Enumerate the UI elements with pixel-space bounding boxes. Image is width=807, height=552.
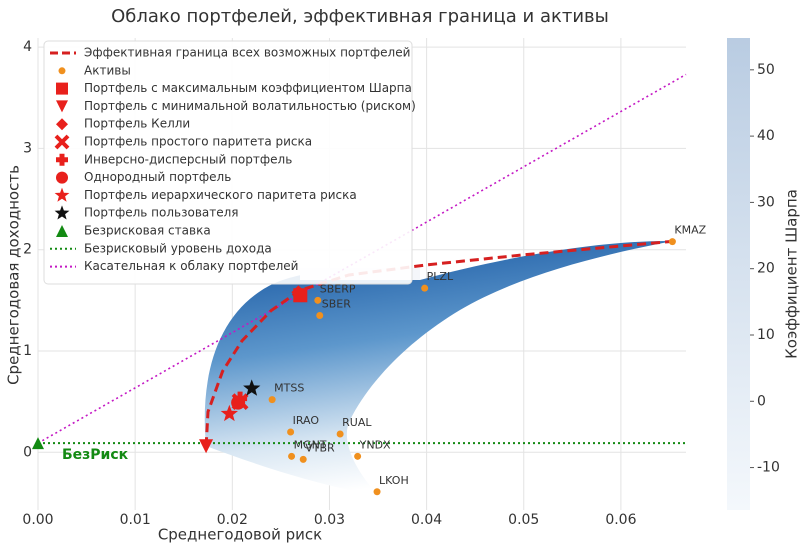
- marker-x: [54, 134, 70, 150]
- y-tick-label: 2: [23, 242, 32, 258]
- asset-point: [288, 452, 296, 460]
- asset-label: KMAZ: [674, 224, 706, 237]
- chart-title: Облако портфелей, эффективная граница и …: [111, 6, 609, 27]
- asset-point: [354, 452, 362, 460]
- y-tick-label: 0: [23, 444, 32, 460]
- marker-star: [243, 379, 261, 396]
- asset-point: [268, 396, 276, 404]
- marker-star: [54, 187, 70, 202]
- asset-point: [314, 296, 322, 304]
- asset-point: [316, 312, 324, 320]
- x-tick-label: 0.03: [314, 512, 345, 528]
- x-tick-label: 0.04: [411, 512, 442, 528]
- colorbar-label: Коэффициент Шарпа: [783, 189, 801, 359]
- asset-label: LKOH: [379, 474, 409, 487]
- marker-diamond: [56, 118, 68, 131]
- legend-label: Портфель пользователя: [84, 206, 239, 220]
- marker-triangle: [56, 225, 68, 237]
- legend-label: Портфель иерархического паритета риска: [84, 188, 357, 202]
- marker-star: [220, 404, 238, 422]
- legend-label: Эффективная граница всех возможных портф…: [84, 46, 410, 60]
- colorbar-tick-label: 0: [757, 393, 766, 409]
- efficient-frontier: [204, 240, 670, 447]
- asset-label: RUAL: [342, 416, 372, 429]
- y-tick-label: 3: [23, 140, 32, 156]
- legend-label: Безрисковый уровень дохода: [84, 241, 272, 255]
- risk-free-label: БезРиск: [62, 447, 129, 463]
- marker-diamond: [291, 285, 306, 300]
- legend-entries: Эффективная граница всех возможных портф…: [50, 46, 416, 273]
- legend-label: Касательная к облаку портфелей: [84, 259, 298, 273]
- asset-point: [421, 284, 429, 292]
- legend-label: Портфель Келли: [84, 117, 190, 131]
- legend-dot: [58, 67, 66, 75]
- x-tick-label: 0.05: [508, 512, 539, 528]
- asset-point: [287, 428, 295, 436]
- y-tick-label: 1: [23, 343, 32, 359]
- x-tick-label: 0.00: [22, 512, 53, 528]
- colorbar-tick-label: -10: [757, 460, 780, 476]
- colorbar-tick-label: 50: [757, 62, 775, 78]
- asset-label: VTBR: [305, 441, 335, 454]
- colorbar-tick-label: 10: [757, 327, 775, 343]
- legend-label: Портфель с максимальным коэффициентом Ша…: [84, 81, 412, 95]
- marker-triangle: [199, 439, 214, 454]
- colorbar: [727, 38, 750, 510]
- marker-triangle: [32, 437, 44, 450]
- asset-label: SBER: [322, 298, 351, 311]
- tangent-line: [37, 73, 687, 444]
- asset-label: YNDX: [359, 438, 391, 451]
- legend-label: Портфель с минимальной волатильностью (р…: [84, 99, 416, 113]
- colorbar-tick-label: 40: [757, 128, 775, 144]
- colorbar-tick-label: 20: [757, 261, 775, 277]
- marker-triangle: [56, 100, 68, 113]
- legend: [43, 40, 413, 285]
- marker-circle: [231, 395, 246, 410]
- asset-point: [668, 238, 676, 246]
- legend-label: Активы: [84, 63, 131, 77]
- x-tick-label: 0.01: [120, 512, 151, 528]
- x-tick-label: 0.02: [217, 512, 248, 528]
- y-axis-label: Среднегодовая доходность: [5, 165, 23, 385]
- legend-label: Безрисковая ставка: [84, 224, 211, 238]
- x-tick-label: 0.06: [605, 512, 636, 528]
- asset-label: PLZL: [427, 270, 454, 283]
- marker-circle: [56, 171, 68, 184]
- marker-plus: [56, 153, 68, 166]
- legend-label: Портфель простого паритета риска: [84, 135, 312, 149]
- asset-point: [336, 430, 344, 438]
- asset-label: MGNT: [294, 438, 327, 451]
- y-tick-label: 4: [23, 39, 32, 55]
- x-axis-label: Среднегодовой риск: [158, 526, 322, 544]
- legend-label: Однородный портфель: [84, 170, 231, 184]
- marker-square: [56, 82, 68, 95]
- marker-star: [54, 205, 70, 220]
- legend-label: Инверсно-дисперсный портфель: [84, 152, 292, 166]
- asset-label: SBERP: [320, 282, 356, 295]
- asset-label: MTSS: [274, 382, 304, 395]
- asset-point: [299, 455, 307, 463]
- colorbar-tick-label: 30: [757, 194, 775, 210]
- portfolio-cloud: [204, 240, 673, 495]
- asset-label: IRAO: [293, 414, 320, 427]
- asset-point: [373, 488, 381, 496]
